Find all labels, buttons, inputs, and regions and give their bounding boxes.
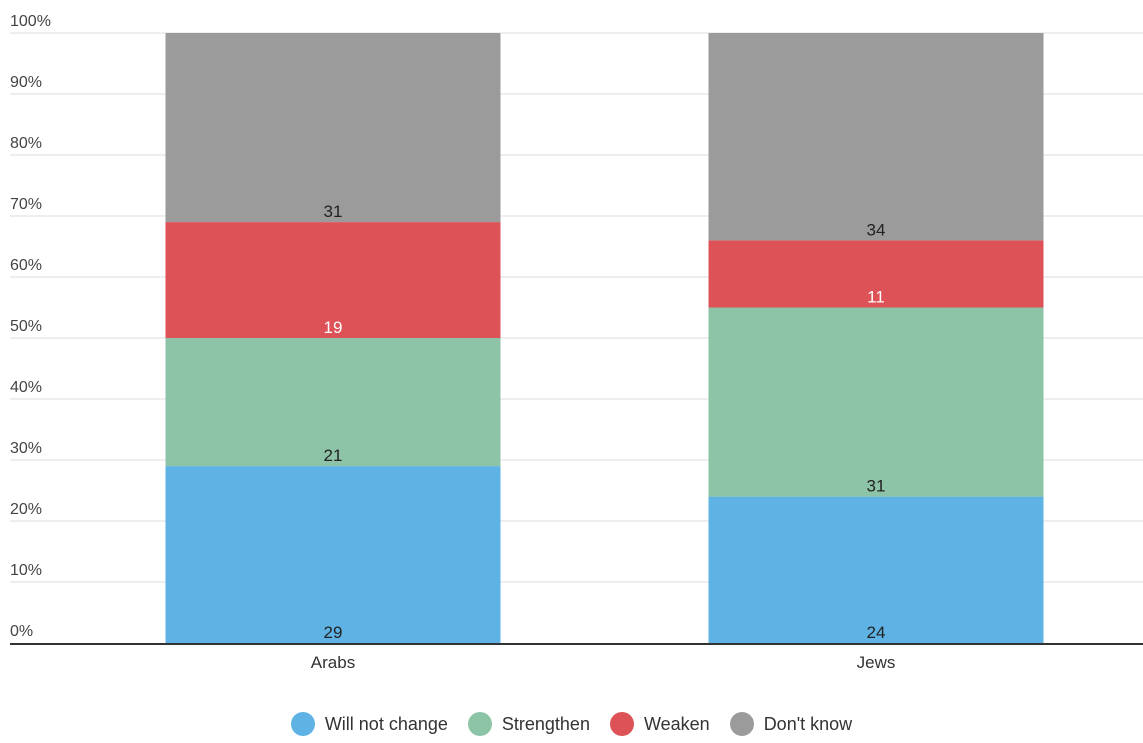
legend-swatch [609, 712, 634, 736]
x-tick-label: Jews [857, 653, 896, 672]
legend: Will not change Strengthen Weaken Don't kno… [0, 712, 1143, 736]
legend-swatch [290, 712, 315, 736]
legend-label: Don't know [763, 713, 853, 734]
bar-segment [708, 33, 1044, 241]
stacked-bar-chart: 0% 10% 20% 30% 40% 50% 60% 70% 80% 90% 100% 29 21 19 3… [10, 13, 1143, 672]
data-label: 21 [324, 446, 343, 465]
x-tick-label: Arabs [311, 653, 355, 672]
y-tick-label: 100% [10, 13, 51, 30]
bar-segment [165, 466, 501, 643]
y-tick-label: 60% [10, 257, 42, 274]
legend-label: Will not change [324, 713, 448, 734]
y-tick-label: 50% [10, 318, 42, 335]
bar-segment [708, 307, 1044, 497]
bar-segment [708, 240, 1044, 308]
bar-segment [708, 496, 1044, 643]
legend-item: Strengthen [467, 712, 590, 736]
data-label: 29 [324, 623, 343, 642]
data-label: 31 [324, 202, 343, 221]
legend-swatch [467, 712, 492, 736]
data-label: 19 [324, 318, 343, 337]
y-tick-label: 10% [10, 562, 42, 579]
data-label: 24 [867, 623, 886, 642]
legend-item: Weaken [609, 712, 710, 736]
legend-item: Will not change [290, 712, 448, 736]
y-tick-label: 30% [10, 440, 42, 457]
y-tick-label: 0% [10, 623, 33, 640]
bar-segment [165, 338, 501, 467]
y-tick-label: 80% [10, 135, 42, 152]
legend-swatch [729, 712, 754, 736]
bar-segment [165, 33, 501, 223]
data-label: 11 [867, 288, 885, 307]
y-tick-label: 70% [10, 196, 42, 213]
legend-label: Weaken [643, 713, 710, 734]
bar-segment [165, 222, 501, 338]
legend-item: Don't know [729, 712, 853, 736]
legend-label: Strengthen [501, 713, 590, 734]
y-tick-label: 90% [10, 74, 42, 91]
data-label: 34 [867, 220, 886, 239]
y-tick-label: 40% [10, 379, 42, 396]
data-label: 31 [867, 477, 886, 496]
y-tick-label: 20% [10, 501, 42, 518]
